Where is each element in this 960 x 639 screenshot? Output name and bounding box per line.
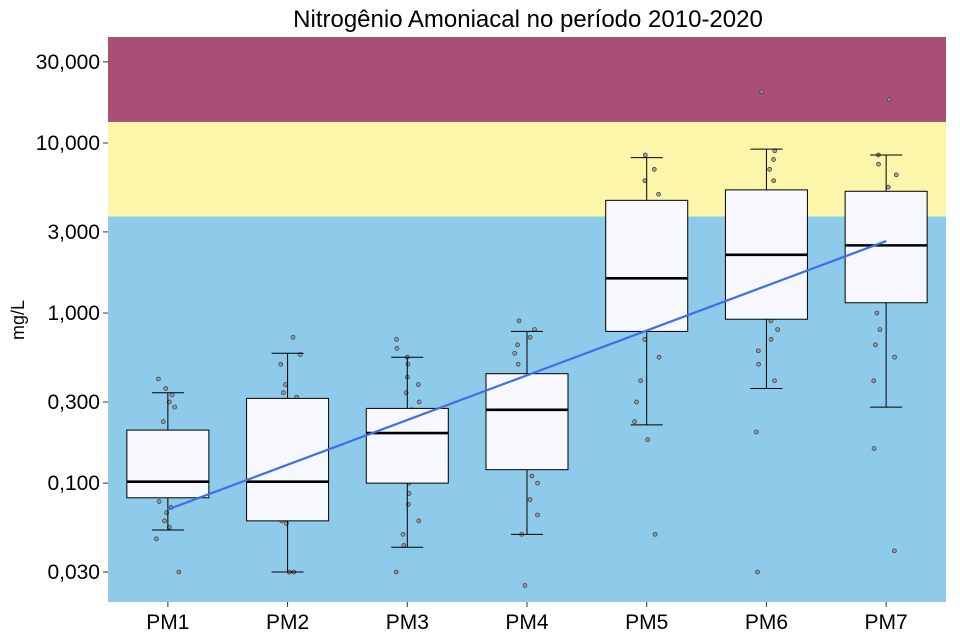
- data-point: [632, 419, 637, 424]
- y-tick-label: 0,300: [47, 391, 100, 414]
- data-point: [755, 569, 760, 575]
- data-point: [416, 382, 421, 387]
- boxplot-pm6: [724, 148, 808, 390]
- data-point: [529, 473, 535, 479]
- data-point: [892, 548, 897, 554]
- data-point: [893, 172, 899, 178]
- data-point: [759, 89, 765, 95]
- boxplot-pm2: [246, 352, 330, 573]
- data-point: [160, 419, 166, 424]
- x-tick-label: PM7: [865, 611, 908, 634]
- data-point: [767, 166, 772, 172]
- x-tick-label: PM5: [625, 611, 668, 634]
- data-point: [638, 378, 644, 384]
- x-tick-label: PM4: [505, 611, 549, 634]
- data-point: [394, 346, 400, 351]
- boxplots: [126, 148, 928, 573]
- x-axis: PM1 PM2 PM3 PM4 PM5 PM6 PM7: [146, 602, 908, 634]
- data-point: [527, 334, 533, 340]
- data-point: [393, 569, 399, 575]
- data-point: [416, 399, 422, 405]
- data-point: [771, 157, 776, 162]
- data-point: [656, 354, 662, 360]
- data-point: [512, 350, 518, 356]
- data-point: [527, 497, 533, 502]
- data-point: [871, 378, 877, 384]
- data-point: [516, 318, 522, 324]
- data-point: [756, 361, 761, 367]
- data-point: [892, 354, 897, 360]
- data-point: [642, 152, 648, 158]
- band-2: [108, 121, 946, 217]
- box: [485, 373, 569, 471]
- x-tick-label: PM1: [146, 611, 189, 634]
- data-point: [771, 178, 777, 184]
- data-point: [515, 342, 520, 348]
- data-point: [156, 376, 161, 382]
- data-point: [176, 569, 182, 575]
- data-point: [874, 310, 880, 316]
- data-point: [651, 166, 657, 172]
- data-point: [885, 184, 891, 190]
- data-point: [153, 536, 159, 542]
- boxplot-pm5: [605, 157, 689, 426]
- data-point: [172, 404, 177, 410]
- box: [605, 199, 689, 332]
- y-tick-label: 3,000: [47, 221, 100, 244]
- data-point: [768, 337, 774, 342]
- box: [844, 190, 928, 304]
- data-point: [652, 531, 658, 537]
- data-point: [775, 327, 780, 332]
- boxplot-pm1: [126, 392, 210, 531]
- data-point: [405, 361, 411, 367]
- band-3: [108, 37, 946, 122]
- data-point: [876, 161, 881, 167]
- boxplot-pm4: [485, 330, 569, 535]
- data-point: [535, 480, 540, 486]
- data-point: [283, 382, 288, 387]
- chart-title: Nitrogênio Amoniacal no período 2010-202…: [293, 6, 763, 33]
- x-tick-label: PM2: [266, 611, 309, 634]
- data-point: [656, 191, 661, 197]
- trend-line: [167, 240, 887, 511]
- data-point: [871, 446, 877, 451]
- data-point: [522, 583, 528, 588]
- data-point: [278, 361, 284, 367]
- data-point: [394, 337, 399, 342]
- x-tick-label: PM3: [386, 611, 429, 634]
- data-point: [290, 334, 296, 340]
- data-point: [886, 97, 892, 102]
- data-point: [634, 399, 639, 405]
- y-tick-label: 0,030: [47, 561, 100, 584]
- data-point: [645, 437, 651, 443]
- data-point: [281, 390, 286, 396]
- data-point: [400, 531, 406, 537]
- data-point: [416, 518, 422, 524]
- data-point: [873, 342, 878, 348]
- data-point: [772, 378, 777, 384]
- data-point: [515, 361, 521, 367]
- data-point: [156, 499, 162, 504]
- data-point: [877, 327, 883, 332]
- data-point: [535, 512, 540, 518]
- data-point: [753, 429, 759, 435]
- data-point: [169, 392, 175, 398]
- data-point: [162, 518, 167, 524]
- data-point: [163, 386, 169, 391]
- data-point: [755, 348, 761, 354]
- y-axis-title: mg/L: [8, 300, 28, 340]
- y-tick-label: 1,000: [47, 302, 100, 325]
- y-tick-label: 0,100: [47, 472, 100, 495]
- x-tick-label: PM6: [745, 611, 788, 634]
- y-tick-label: 30,000: [36, 51, 100, 74]
- boxplot-pm7: [844, 154, 928, 408]
- box: [126, 429, 210, 499]
- y-axis: 0,030 0,100 0,300 1,000 3,000 10,000 30,000: [36, 51, 108, 584]
- box: [246, 397, 330, 522]
- y-tick-label: 10,000: [36, 132, 100, 155]
